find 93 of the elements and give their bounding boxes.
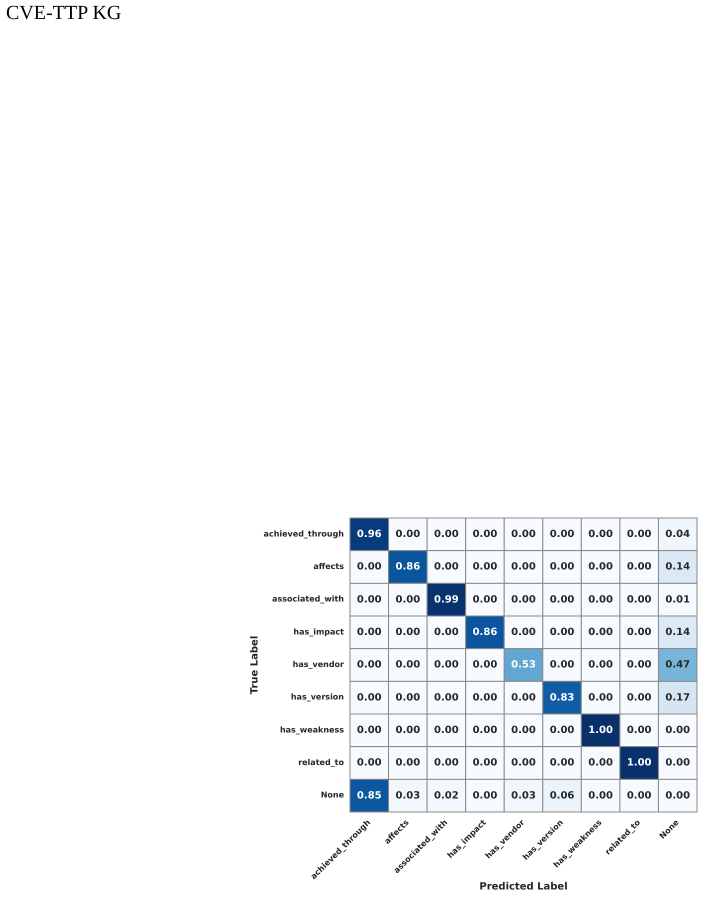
- y-tick-label: has_version: [290, 692, 344, 702]
- data-label: 0.00: [395, 660, 420, 671]
- data-label: 0.00: [395, 594, 420, 606]
- data-label: 0.96: [356, 528, 382, 540]
- data-label: 0.00: [434, 660, 459, 671]
- data-label: 0.00: [395, 528, 420, 540]
- data-label: 0.17: [665, 692, 690, 704]
- y-tick-label: has_weakness: [280, 725, 344, 734]
- data-label: 0.00: [434, 692, 459, 704]
- data-label: 0.00: [356, 692, 382, 704]
- data-label: 0.14: [665, 562, 690, 573]
- data-label: 0.00: [511, 594, 536, 606]
- data-label: 0.00: [511, 692, 536, 704]
- y-tick-label: has_impact: [293, 627, 344, 636]
- data-label: 0.00: [588, 594, 613, 606]
- data-label: 0.00: [511, 724, 536, 736]
- data-label: 0.47: [665, 660, 690, 671]
- data-label: 0.00: [472, 692, 498, 704]
- data-label: 0.00: [511, 758, 536, 769]
- data-label: 0.00: [395, 626, 420, 638]
- data-label: 0.00: [434, 528, 459, 540]
- y-tick-label: associated_with: [272, 594, 344, 604]
- data-label: 0.00: [356, 562, 382, 573]
- data-label: 0.00: [626, 626, 652, 638]
- data-label: 0.00: [665, 724, 690, 736]
- data-label: 0.04: [665, 528, 690, 540]
- data-label: 0.00: [665, 790, 690, 802]
- data-label: 0.00: [356, 660, 382, 671]
- data-label: 0.00: [434, 626, 459, 638]
- data-label: 0.00: [626, 528, 652, 540]
- data-label: 0.00: [588, 758, 613, 769]
- data-label: 0.00: [472, 562, 498, 573]
- y-tick-label: achieved_through: [264, 529, 344, 538]
- data-label: 0.00: [356, 724, 382, 736]
- y-tick-label: None: [320, 790, 345, 800]
- data-label: 0.00: [626, 660, 652, 671]
- data-label: 1.00: [626, 758, 652, 769]
- data-label: 0.00: [434, 724, 459, 736]
- data-label: 0.01: [665, 594, 690, 606]
- data-label: 0.00: [550, 594, 574, 606]
- data-label: 0.99: [434, 594, 459, 606]
- data-label: 0.00: [665, 758, 690, 769]
- data-label: 0.00: [626, 692, 652, 704]
- data-label: 0.02: [434, 790, 459, 802]
- data-label: 0.00: [550, 724, 574, 736]
- data-label: 0.00: [472, 594, 498, 606]
- y-tick-label: affects: [313, 562, 344, 572]
- data-label: 0.00: [550, 626, 574, 638]
- y-tick-label: has_vendor: [292, 660, 344, 670]
- data-label: 0.00: [434, 758, 459, 769]
- data-label: 0.03: [511, 790, 536, 802]
- data-label: 0.00: [472, 790, 498, 802]
- data-label: 0.00: [511, 528, 536, 540]
- y-axis-title: True Label: [250, 636, 261, 694]
- data-label: 0.00: [550, 758, 574, 769]
- text: CVE-TTP KG: [6, 2, 122, 25]
- data-label: 0.00: [626, 790, 652, 802]
- data-label: 0.85: [356, 790, 382, 802]
- data-label: 0.00: [588, 562, 613, 573]
- data-label: 0.00: [626, 594, 652, 606]
- data-label: 0.06: [550, 790, 574, 802]
- data-label: 0.14: [665, 626, 690, 638]
- data-label: 0.86: [472, 626, 498, 638]
- data-label: 0.00: [356, 594, 382, 606]
- data-label: 0.00: [356, 758, 382, 769]
- data-label: 0.86: [395, 562, 420, 573]
- data-label: 0.00: [472, 724, 498, 736]
- data-label: 0.53: [511, 660, 536, 671]
- data-label: 0.00: [395, 724, 420, 736]
- data-label: 0.00: [356, 626, 382, 638]
- data-label: 0.83: [550, 692, 574, 704]
- data-label: 0.00: [588, 626, 613, 638]
- data-label: 0.00: [511, 562, 536, 573]
- data-label: 0.00: [472, 758, 498, 769]
- x-axis-title: Predicted Label: [479, 882, 568, 893]
- data-label: 0.00: [472, 528, 498, 540]
- data-label: 0.00: [588, 528, 613, 540]
- data-label: 0.00: [472, 660, 498, 671]
- data-label: 0.00: [550, 562, 574, 573]
- data-label: 0.00: [588, 692, 613, 704]
- data-label: 0.00: [550, 660, 574, 671]
- data-label: 0.00: [395, 758, 420, 769]
- data-label: 0.00: [550, 528, 574, 540]
- y-tick-label: related_to: [298, 758, 344, 768]
- data-label: 1.00: [588, 724, 613, 736]
- data-label: 0.00: [588, 790, 613, 802]
- data-label: 0.00: [395, 692, 420, 704]
- data-label: 0.00: [626, 562, 652, 573]
- data-label: 0.00: [434, 562, 459, 573]
- data-label: 0.00: [588, 660, 613, 671]
- data-label: 0.00: [511, 626, 536, 638]
- data-label: 0.00: [626, 724, 652, 736]
- data-label: 0.03: [395, 790, 420, 802]
